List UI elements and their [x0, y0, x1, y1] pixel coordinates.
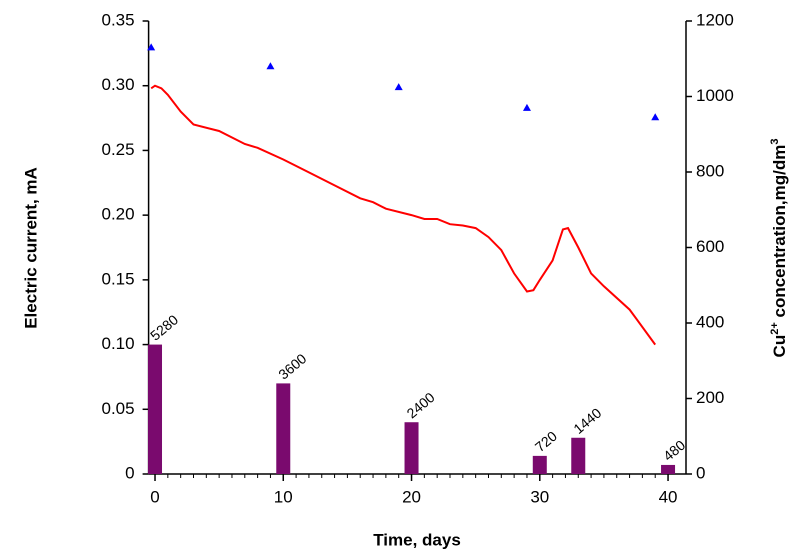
y2-axis-title-part: 2+: [769, 322, 781, 335]
y-axis-title: Electric current, mA: [21, 167, 40, 329]
x-tick-label: 10: [274, 487, 293, 506]
x-tick-label: 40: [659, 487, 678, 506]
x-tick-label: 30: [530, 487, 549, 506]
triangle-marker: [147, 43, 156, 51]
bar: [571, 437, 586, 474]
triangle-marker: [394, 83, 403, 91]
y2-tick-label: 1200: [696, 10, 734, 29]
x-tick-label: 20: [402, 487, 421, 506]
y2-tick-label: 600: [696, 237, 724, 256]
bar: [661, 464, 676, 474]
y-tick-label: 0.15: [102, 269, 135, 288]
y-tick-label: 0.20: [102, 205, 135, 224]
y-tick-label: 0.10: [102, 334, 135, 353]
y2-axis-title: Cu2+ concentration,mg/dm3: [769, 139, 790, 358]
y2-tick-label: 800: [696, 161, 724, 180]
triangle-marker: [266, 62, 275, 70]
bar-label: 720: [532, 428, 560, 455]
y2-tick-label: 200: [696, 388, 724, 407]
y-tick-label: 0.30: [102, 75, 135, 94]
bar: [276, 383, 291, 474]
y2-tick-label: 1000: [696, 86, 734, 105]
y2-tick-label: 0: [696, 463, 705, 482]
y-tick-label: 0.05: [102, 399, 135, 418]
bar: [404, 422, 419, 474]
y2-axis-title-part: 3: [769, 139, 781, 145]
triangle-marker: [651, 113, 660, 121]
bar-label: 5280: [147, 311, 181, 343]
y2-tick-label: 400: [696, 312, 724, 331]
y2-axis-title-part: concentration,mg/dm: [770, 145, 789, 323]
bar-label: 1440: [570, 404, 604, 436]
bar-label: 480: [660, 437, 688, 464]
current-line: [150, 84, 657, 346]
y-tick-label: 0: [125, 463, 134, 482]
y-tick-label: 0.35: [102, 10, 135, 29]
x-tick-label: 0: [150, 487, 159, 506]
triangle-marker: [522, 103, 531, 111]
bar-label: 2400: [404, 389, 438, 421]
bar-label: 3600: [275, 350, 309, 382]
y2-axis-title-part: Cu: [770, 335, 789, 358]
y-tick-label: 0.25: [102, 140, 135, 159]
bar: [148, 344, 163, 474]
x-axis-title: Time, days: [373, 530, 461, 549]
bar: [532, 455, 547, 474]
